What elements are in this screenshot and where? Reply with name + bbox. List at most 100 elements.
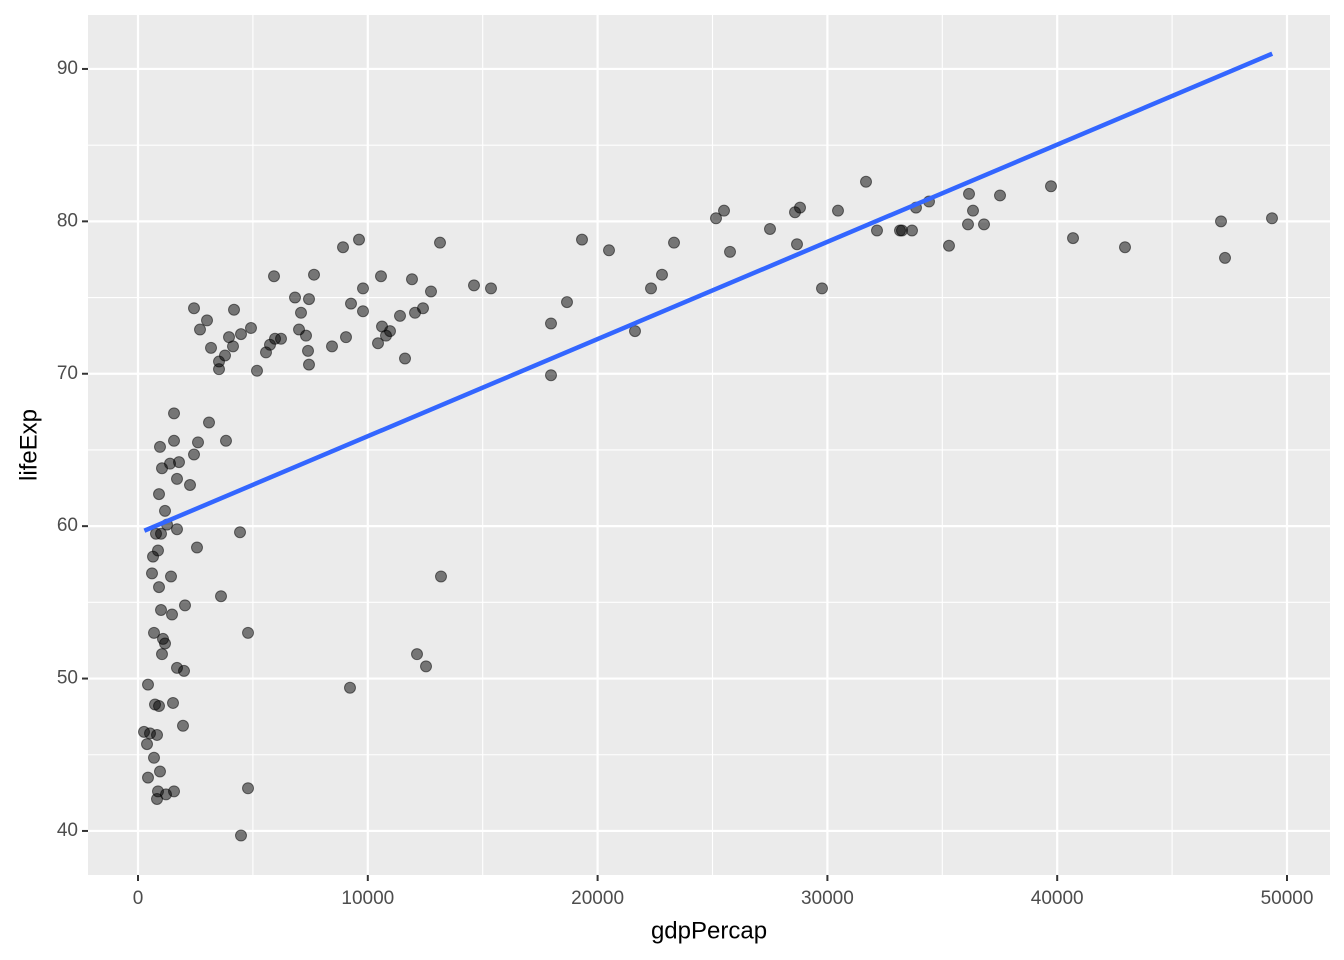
point: [141, 738, 154, 751]
x-tick-label: 40000: [1031, 888, 1084, 909]
x-axis-title: gdpPercap: [651, 917, 767, 944]
point: [1215, 215, 1228, 228]
point: [300, 329, 313, 342]
point: [289, 291, 302, 304]
point: [171, 472, 184, 485]
grid: [88, 15, 1330, 875]
point: [467, 279, 480, 292]
point: [194, 323, 207, 336]
point: [545, 317, 558, 330]
x-tick-label: 0: [133, 888, 144, 909]
x-tick-label: 20000: [571, 888, 624, 909]
point: [145, 567, 158, 580]
point: [302, 293, 315, 306]
point: [603, 244, 616, 257]
point: [205, 341, 218, 354]
point: [816, 282, 829, 295]
point: [153, 581, 166, 594]
y-tick-label: 40: [57, 820, 78, 841]
point: [302, 358, 315, 371]
y-tick-label: 50: [57, 668, 78, 689]
point: [242, 626, 255, 639]
point: [1219, 251, 1232, 264]
point: [184, 479, 197, 492]
point: [159, 637, 172, 650]
point: [434, 570, 447, 583]
point: [168, 407, 181, 420]
point: [411, 648, 424, 661]
point: [374, 270, 387, 283]
point: [228, 303, 241, 316]
point: [895, 224, 908, 237]
point: [201, 314, 214, 327]
y-axis-title: lifeExp: [15, 409, 42, 481]
point: [167, 696, 180, 709]
point: [545, 369, 558, 382]
point: [147, 751, 160, 764]
point: [155, 648, 168, 661]
point: [345, 297, 358, 310]
point: [235, 328, 248, 341]
point: [235, 829, 248, 842]
point: [234, 526, 247, 539]
point: [994, 189, 1007, 202]
point: [339, 331, 352, 344]
point: [1067, 232, 1080, 245]
point: [168, 785, 181, 798]
point: [275, 332, 288, 345]
point: [178, 664, 191, 677]
point: [250, 364, 263, 377]
point: [668, 236, 681, 249]
point: [147, 626, 160, 639]
point: [268, 270, 281, 283]
marks: [138, 51, 1278, 842]
y-tick-label: 80: [57, 210, 78, 231]
point: [399, 352, 412, 365]
point: [831, 204, 844, 217]
x-tick-label: 50000: [1261, 888, 1314, 909]
point: [709, 212, 722, 225]
point: [219, 434, 232, 447]
point: [393, 309, 406, 322]
point: [203, 416, 216, 429]
point: [942, 239, 955, 252]
point: [1265, 212, 1278, 225]
point: [560, 296, 573, 309]
point: [215, 590, 228, 603]
x-tick-label: 10000: [341, 888, 394, 909]
point: [424, 285, 437, 298]
point: [151, 728, 164, 741]
y-tick-label: 60: [57, 515, 78, 536]
point: [434, 236, 447, 249]
point: [860, 175, 873, 188]
point: [308, 268, 321, 281]
point: [168, 434, 181, 447]
point: [420, 660, 433, 673]
point: [405, 273, 418, 286]
point: [1044, 180, 1057, 193]
point: [188, 448, 201, 461]
point: [219, 349, 232, 362]
point: [153, 488, 166, 501]
y-tick-label: 90: [57, 58, 78, 79]
point: [188, 302, 201, 315]
point: [227, 340, 240, 353]
point: [142, 678, 155, 691]
point: [192, 436, 205, 449]
point: [655, 268, 668, 281]
point: [153, 440, 166, 453]
point: [870, 224, 883, 237]
point: [905, 224, 918, 237]
point: [213, 363, 226, 376]
point: [961, 218, 974, 231]
point: [166, 608, 179, 621]
point: [151, 544, 164, 557]
point: [159, 504, 172, 517]
point: [165, 570, 178, 583]
point: [171, 523, 184, 536]
point: [178, 599, 191, 612]
point: [155, 603, 168, 616]
point: [353, 233, 366, 246]
